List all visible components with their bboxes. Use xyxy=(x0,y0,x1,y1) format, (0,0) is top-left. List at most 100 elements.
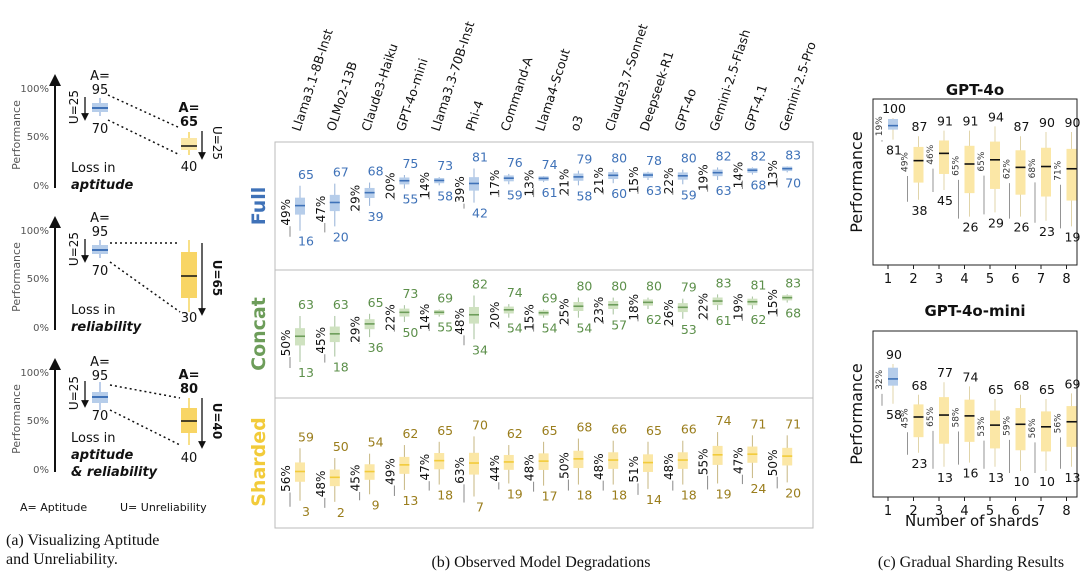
tick-label-100: 100% xyxy=(20,368,49,379)
bottom-value-label: 23 xyxy=(1039,224,1055,239)
box xyxy=(888,118,898,130)
top-value-label: 68 xyxy=(576,420,592,435)
bottom-value-label: 39 xyxy=(368,209,384,224)
subplot-title: GPT-4o xyxy=(946,81,1004,99)
bottom-value-label: 18 xyxy=(611,488,627,503)
x-axis-title: Number of shards xyxy=(905,512,1039,530)
top-value-label: 65 xyxy=(298,167,314,182)
bottom-value-label: 38 xyxy=(912,203,928,218)
tick-label-0: 0% xyxy=(33,323,49,334)
u-label-right: U=25 xyxy=(210,126,224,160)
percent-drop-label: 15% xyxy=(523,304,537,331)
box-right xyxy=(181,252,197,298)
bottom-value-label: 24 xyxy=(750,481,766,496)
box xyxy=(990,141,1000,189)
top-value-label: 74 xyxy=(716,413,732,428)
percent-drop-label: 65% xyxy=(926,406,936,426)
percent-drop-label: 48% xyxy=(453,308,467,335)
top-value-label: 74 xyxy=(542,157,558,172)
top-value-label: 94 xyxy=(988,109,1004,124)
bottom-value-label: 54 xyxy=(576,321,592,336)
dotted-connector-bottom xyxy=(109,261,181,313)
bottom-value-label: 13 xyxy=(988,470,1004,485)
bottom-value-label: 29 xyxy=(988,215,1004,230)
caption-c: (c) Gradual Sharding Results xyxy=(878,554,1064,571)
u-label-right: U=65 xyxy=(210,260,224,297)
model-label: Command-A xyxy=(497,55,535,133)
a-value-right: 80 xyxy=(180,382,198,397)
panel-c-frame xyxy=(872,330,1078,498)
panel-a-row-1: Performance 100% 50% 0% U=25 A= 95 70 U=… xyxy=(10,69,224,193)
bottom-value-label: 58 xyxy=(886,407,902,422)
tick-label-0: 0% xyxy=(33,181,49,192)
percent-drop-label: 65% xyxy=(952,155,962,175)
a-label-left: A= xyxy=(90,69,110,84)
bottom-value-label: 68 xyxy=(750,178,766,193)
top-value-label: 83 xyxy=(716,275,732,290)
box xyxy=(990,410,1000,449)
top-value-label: 77 xyxy=(937,365,953,380)
top-value-label: 80 xyxy=(576,279,592,294)
top-value-label: 65 xyxy=(988,382,1004,397)
box xyxy=(1041,147,1051,197)
top-value-label: 73 xyxy=(437,158,453,173)
percent-drop-label: 26% xyxy=(662,299,676,326)
percent-drop-label: 45% xyxy=(314,327,328,354)
model-label: Phi-4 xyxy=(463,98,487,133)
box xyxy=(1066,406,1077,447)
bottom-value-label: 20 xyxy=(785,485,801,500)
top-value-label: 73 xyxy=(402,286,418,301)
y-axis-label: Performance xyxy=(10,242,23,312)
bottom-value-label: 13 xyxy=(937,470,953,485)
percent-drop-label: 68% xyxy=(1028,158,1038,178)
top-value-label: 80 xyxy=(611,151,627,166)
bottom-value-label: 54 xyxy=(542,321,558,336)
x-tick-label: 2 xyxy=(909,504,917,519)
model-label: o3 xyxy=(567,113,586,132)
bottom-value-label: 7 xyxy=(476,499,484,514)
percent-drop-label: 48% xyxy=(592,453,606,480)
panel-b-frame xyxy=(274,141,814,529)
top-value-label: 81 xyxy=(750,278,766,293)
top-value-label: 82 xyxy=(716,148,732,163)
bottom-value-label: 14 xyxy=(646,492,662,507)
top-value-label: 90 xyxy=(1039,115,1055,130)
percent-drop-label: 45% xyxy=(349,465,363,492)
bottom-value-label: 10 xyxy=(1039,474,1055,489)
x-tick-label: 3 xyxy=(935,272,943,287)
x-tick-label: 8 xyxy=(1062,272,1070,287)
top-value-label: 71 xyxy=(750,416,766,431)
percent-drop-label: 13% xyxy=(523,170,537,197)
dotted-connector-top xyxy=(109,384,181,399)
box xyxy=(1015,408,1026,451)
bottom-value-label: 45 xyxy=(937,193,953,208)
percent-drop-label: 20% xyxy=(383,172,397,199)
top-value-label: 80 xyxy=(646,279,662,294)
bottom-value-label: 36 xyxy=(368,340,384,355)
bottom-value-label: 62 xyxy=(750,312,766,327)
x-tick-label: 8 xyxy=(1062,504,1070,519)
model-label: Claude3-Haiku xyxy=(358,42,400,133)
percent-drop-label: 19% xyxy=(875,116,885,136)
top-value-label: 69 xyxy=(542,290,558,305)
bottom-value-label: 10 xyxy=(1014,474,1030,489)
percent-drop-label: 29% xyxy=(349,185,363,212)
box-right xyxy=(181,138,197,150)
loss-text-1: Loss in xyxy=(71,161,116,176)
row-names: Full Concat Sharded xyxy=(248,187,270,507)
percent-drop-label: 14% xyxy=(418,172,432,199)
bottom-value-label: 26 xyxy=(963,220,979,235)
panel-b-marks: 651649%672047%683929%755520%735814%81423… xyxy=(279,147,801,519)
percent-drop-label: 58% xyxy=(952,407,962,427)
panel-c-marks: GPT-4oPerformance11008119%2873849%391454… xyxy=(847,81,1080,519)
x-tick-label: 7 xyxy=(1037,272,1045,287)
x-tick-label: 2 xyxy=(909,272,917,287)
a-label-right: A= xyxy=(179,101,200,116)
bottom-value-label: 18 xyxy=(681,488,697,503)
row-name-full: Full xyxy=(248,187,270,226)
x-tick-label: 4 xyxy=(960,272,968,287)
bottom-value-label: 16 xyxy=(963,466,979,481)
bottom-value-label: 19 xyxy=(716,486,732,501)
box xyxy=(1015,150,1026,195)
percent-drop-label: 56% xyxy=(279,465,293,492)
